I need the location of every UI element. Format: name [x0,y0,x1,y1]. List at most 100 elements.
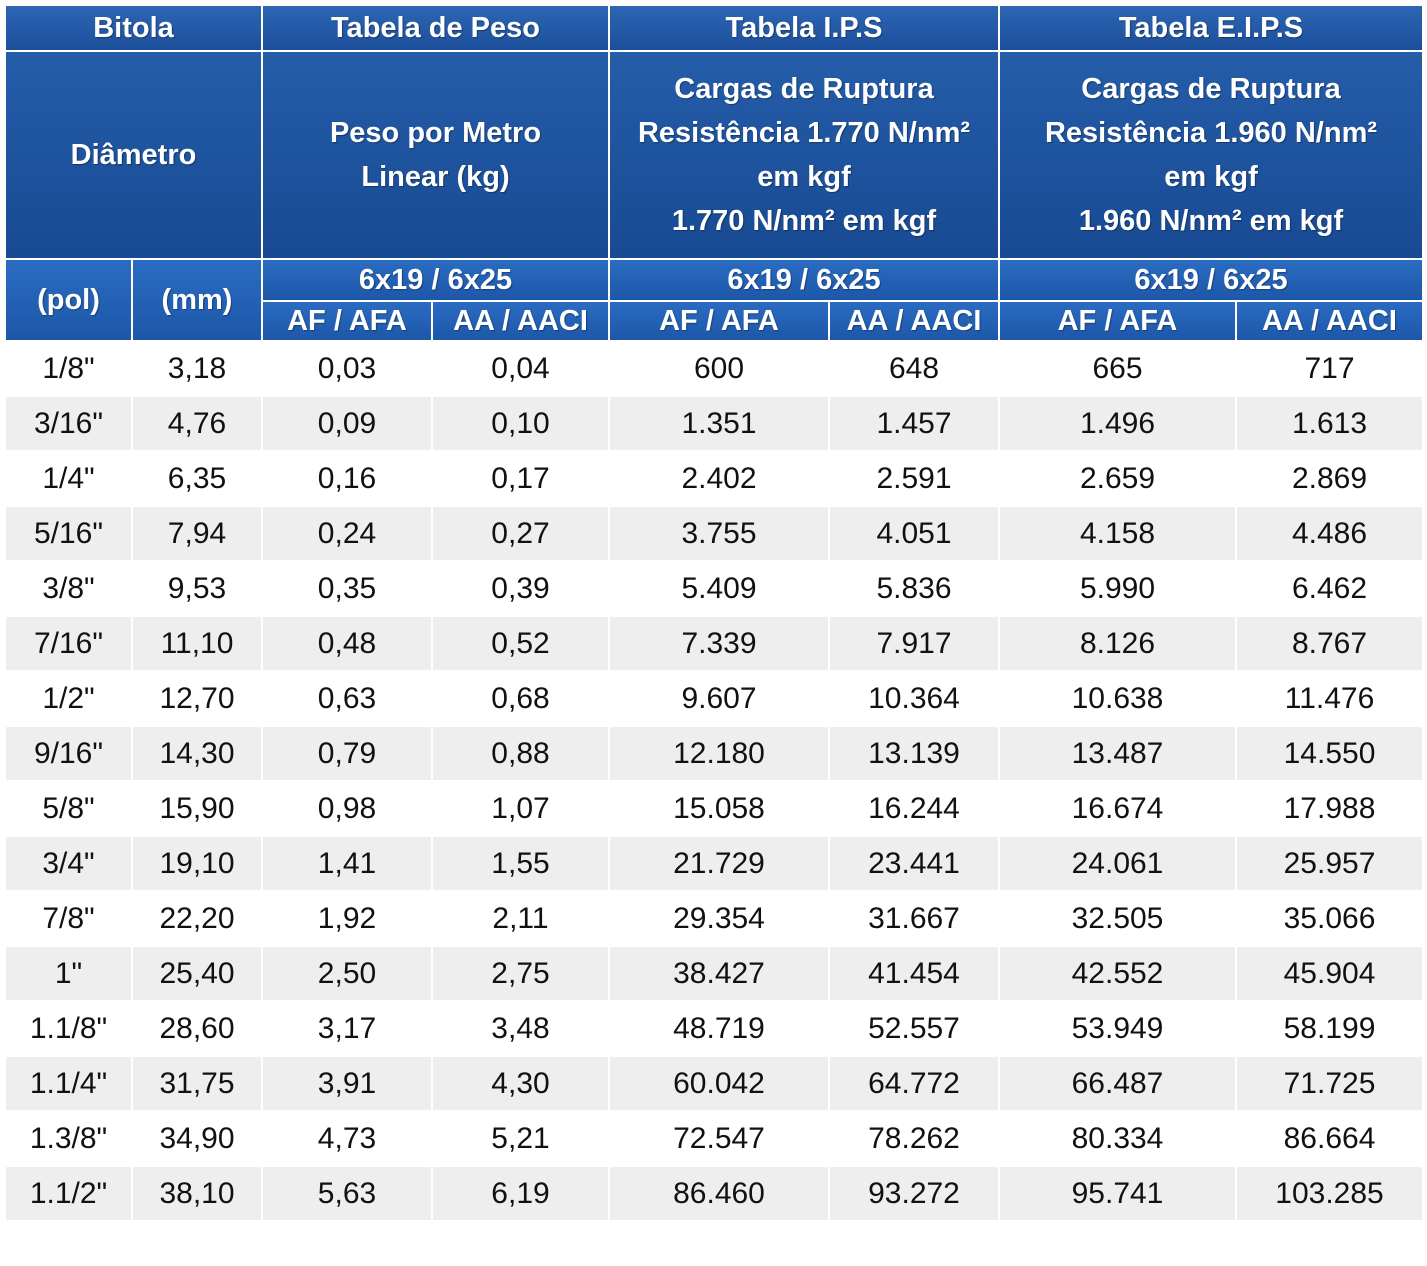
wire-rope-specs-table: Bitola Tabela de Peso Tabela I.P.S Tabel… [4,4,1425,1222]
cell-mm: 12,70 [131,670,263,727]
cell-peso-aa-aaci: 3,48 [431,1000,610,1057]
cell-eips-aa-aaci: 45.904 [1234,945,1425,1002]
cell-ips-af-afa: 12.180 [608,725,830,782]
cell-eips-aa-aaci: 14.550 [1234,725,1425,782]
cell-ips-aa-aaci: 5.836 [828,560,1000,617]
cell-pol: 9/16" [4,725,133,782]
cell-eips-aa-aaci: 4.486 [1234,505,1425,562]
cell-mm: 22,20 [131,890,263,947]
cell-pol: 1.1/8" [4,1000,133,1057]
cell-eips-aa-aaci: 717 [1234,340,1425,397]
cell-mm: 4,76 [131,395,263,452]
table-row: 5/16" 7,94 0,24 0,27 3.755 4.051 4.158 4.486 [4,505,1425,562]
cell-mm: 38,10 [131,1165,263,1222]
cell-ips-af-afa: 72.547 [608,1110,830,1167]
cell-peso-af-afa: 0,24 [261,505,433,562]
cell-peso-af-afa: 3,91 [261,1055,433,1112]
cell-peso-aa-aaci: 2,11 [431,890,610,947]
header-construction-peso: 6x19 / 6x25 [261,258,610,302]
cell-peso-af-afa: 2,50 [261,945,433,1002]
table-row: 7/16" 11,10 0,48 0,52 7.339 7.917 8.126 8.767 [4,615,1425,672]
cell-eips-aa-aaci: 1.613 [1234,395,1425,452]
cell-pol: 3/4" [4,835,133,892]
table-row: 1/2" 12,70 0,63 0,68 9.607 10.364 10.638 11.476 [4,670,1425,727]
cell-ips-af-afa: 38.427 [608,945,830,1002]
cell-eips-af-afa: 2.659 [998,450,1237,507]
cell-peso-af-afa: 0,03 [261,340,433,397]
cell-peso-aa-aaci: 4,30 [431,1055,610,1112]
cell-mm: 31,75 [131,1055,263,1112]
header-peso-aa-aaci: AA / AACI [431,300,610,342]
header-tabela-eips: Tabela E.I.P.S [997,4,1425,52]
cell-ips-af-afa: 1.351 [608,395,830,452]
cell-ips-aa-aaci: 31.667 [828,890,1000,947]
cell-ips-af-afa: 48.719 [608,1000,830,1057]
cell-mm: 9,53 [131,560,263,617]
cell-peso-af-afa: 0,16 [261,450,433,507]
header-bitola: Bitola [4,4,263,52]
cell-ips-aa-aaci: 7.917 [828,615,1000,672]
cell-ips-aa-aaci: 16.244 [828,780,1000,837]
header-construction-eips: 6x19 / 6x25 [997,258,1425,302]
cell-eips-af-afa: 13.487 [998,725,1237,782]
cell-ips-aa-aaci: 93.272 [828,1165,1000,1222]
cell-peso-aa-aaci: 0,88 [431,725,610,782]
cell-peso-aa-aaci: 1,07 [431,780,610,837]
header-peso-af-afa: AF / AFA [261,300,433,342]
cell-mm: 15,90 [131,780,263,837]
cell-peso-aa-aaci: 0,68 [431,670,610,727]
cell-ips-aa-aaci: 2.591 [828,450,1000,507]
header-row-titles: Bitola Tabela de Peso Tabela I.P.S Tabel… [4,4,1425,52]
cell-pol: 1.1/2" [4,1165,133,1222]
cell-peso-aa-aaci: 2,75 [431,945,610,1002]
header-eips-aa-aaci: AA / AACI [1234,300,1425,342]
cell-peso-af-afa: 0,98 [261,780,433,837]
header-peso-description: Peso por Metro Linear (kg) [261,50,610,260]
table-row: 3/4" 19,10 1,41 1,55 21.729 23.441 24.061 25.95… [4,835,1425,892]
cell-peso-af-afa: 4,73 [261,1110,433,1167]
table-header: Bitola Tabela de Peso Tabela I.P.S Tabel… [4,4,1425,342]
cell-pol: 1/2" [4,670,133,727]
cell-pol: 7/8" [4,890,133,947]
header-eips-af-afa: AF / AFA [998,300,1237,342]
cell-peso-aa-aaci: 0,27 [431,505,610,562]
eips-line-1: Cargas de Ruptura [1081,73,1341,105]
cell-eips-af-afa: 24.061 [998,835,1237,892]
cell-eips-af-afa: 8.126 [998,615,1237,672]
table-row: 1.3/8" 34,90 4,73 5,21 72.547 78.262 80.334 86.… [4,1110,1425,1167]
cell-ips-af-afa: 29.354 [608,890,830,947]
cell-eips-aa-aaci: 86.664 [1234,1110,1425,1167]
cell-eips-aa-aaci: 71.725 [1234,1055,1425,1112]
cell-peso-aa-aaci: 1,55 [431,835,610,892]
cell-eips-af-afa: 95.741 [998,1165,1237,1222]
cell-peso-af-afa: 1,92 [261,890,433,947]
cell-mm: 14,30 [131,725,263,782]
cell-pol: 1.1/4" [4,1055,133,1112]
cell-peso-af-afa: 0,09 [261,395,433,452]
header-unit-mm: (mm) [131,258,263,342]
cell-pol: 1/4" [4,450,133,507]
cell-ips-af-afa: 600 [608,340,830,397]
cell-eips-af-afa: 665 [998,340,1237,397]
cell-eips-aa-aaci: 35.066 [1234,890,1425,947]
cell-eips-aa-aaci: 25.957 [1234,835,1425,892]
cell-mm: 3,18 [131,340,263,397]
header-diametro: Diâmetro [4,50,263,260]
cell-ips-aa-aaci: 648 [828,340,1000,397]
table-row: 3/16" 4,76 0,09 0,10 1.351 1.457 1.496 1.613 [4,395,1425,452]
cell-ips-af-afa: 9.607 [608,670,830,727]
cell-ips-aa-aaci: 78.262 [828,1110,1000,1167]
cell-pol: 5/16" [4,505,133,562]
cell-eips-af-afa: 32.505 [998,890,1237,947]
cell-peso-af-afa: 0,79 [261,725,433,782]
cell-eips-af-afa: 66.487 [998,1055,1237,1112]
ips-line-4: 1.770 N/nm² em kgf [671,205,937,237]
cell-eips-aa-aaci: 103.285 [1234,1165,1425,1222]
header-row-descriptions: Diâmetro Peso por Metro Linear (kg) Carg… [4,50,1425,260]
cell-mm: 11,10 [131,615,263,672]
cell-pol: 1" [4,945,133,1002]
cell-eips-af-afa: 16.674 [998,780,1237,837]
cell-pol: 1/8" [4,340,133,397]
wire-rope-table-container: Bitola Tabela de Peso Tabela I.P.S Tabel… [4,4,1425,1222]
header-row-types: AF / AFA AA / AACI AF / AFA AA / AACI AF… [5,300,1425,342]
